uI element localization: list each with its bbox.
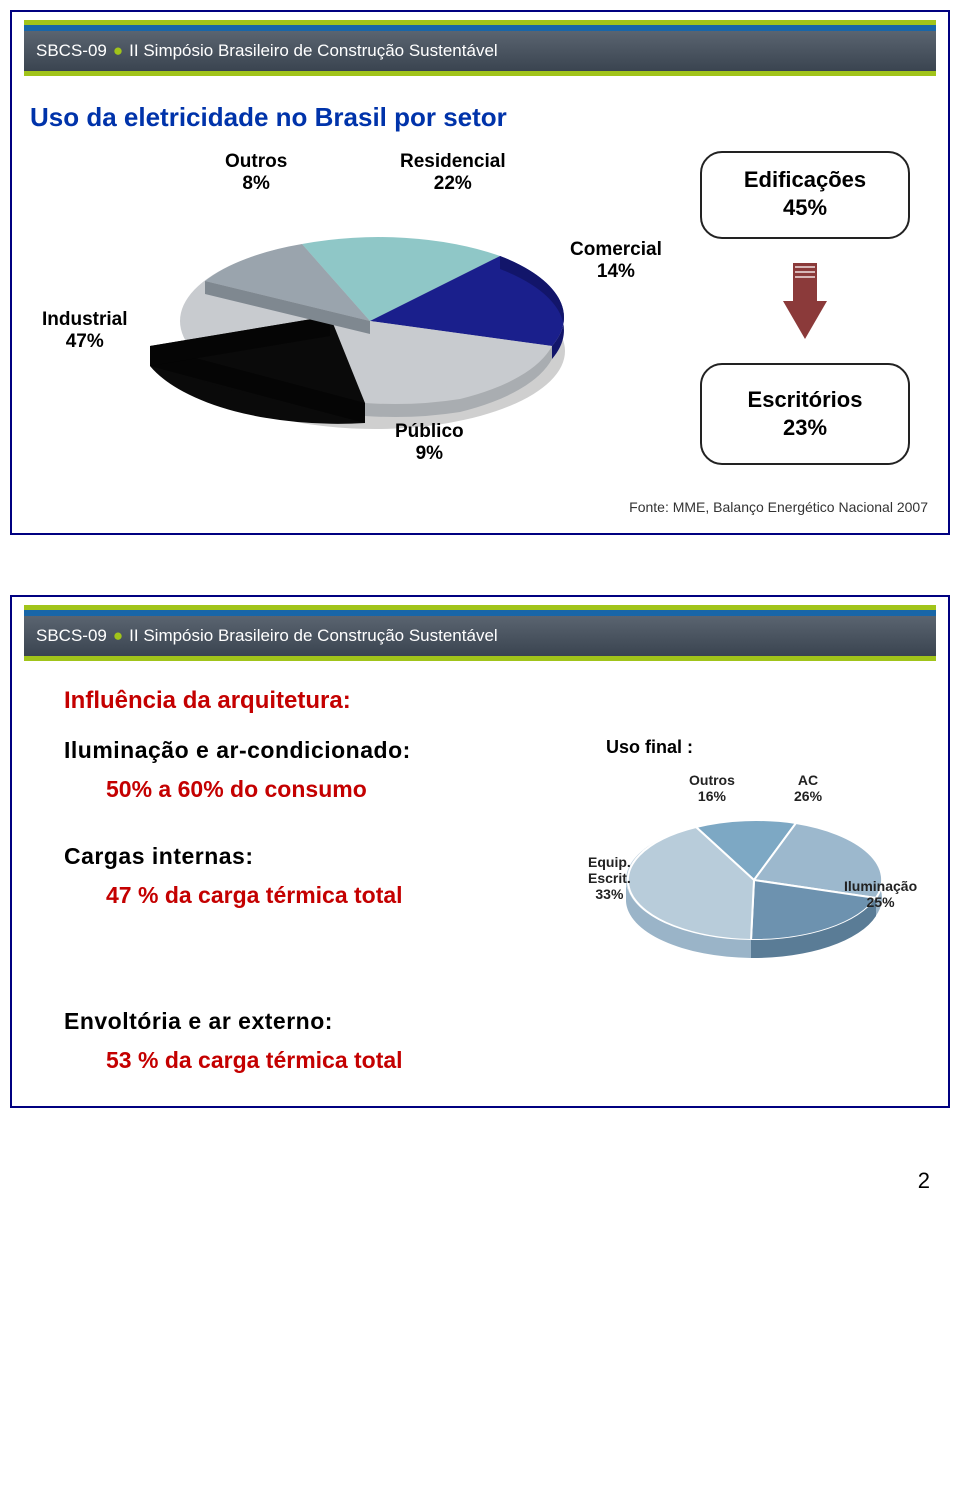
- pie-label-residencial: Residencial 22%: [400, 151, 506, 195]
- pie2-outros-name: Outros: [689, 772, 735, 788]
- pie-label-publ-val: 9%: [416, 443, 443, 464]
- header-prefix: SBCS-09: [36, 41, 107, 61]
- slide1-body: Outros 8% Residencial 22% Comercial 14% …: [24, 151, 936, 471]
- pie-label-resid-name: Residencial: [400, 151, 506, 172]
- pie-label-outros-val: 8%: [242, 173, 269, 194]
- page-number: 2: [0, 1168, 960, 1204]
- pie2-label-iluminacao: Iluminação 25%: [844, 878, 917, 910]
- box-escr-val: 23%: [712, 415, 898, 441]
- slide2-row-top: Iluminação e ar-condicionado: 50% a 60% …: [24, 737, 936, 998]
- pie2-eq-l1: Equip.: [588, 854, 631, 870]
- pie2-outros-val: 16%: [698, 788, 726, 804]
- block1-sub: 50% a 60% do consumo: [106, 776, 556, 803]
- slide1-chart-area: Outros 8% Residencial 22% Comercial 14% …: [30, 151, 670, 471]
- box-escr-label: Escritórios: [712, 387, 898, 413]
- pie-label-industrial: Industrial 47%: [42, 309, 128, 353]
- slide1-source: Fonte: MME, Balanço Energético Nacional …: [24, 499, 936, 515]
- uso-final-label: Uso final :: [606, 737, 936, 758]
- pie-label-indus-name: Industrial: [42, 309, 128, 330]
- pie2-eq-l2: Escrit.: [588, 870, 631, 886]
- block2-sub: 47 % da carga térmica total: [106, 882, 556, 909]
- header-prefix-2: SBCS-09: [36, 626, 107, 646]
- slide2-text-col: Iluminação e ar-condicionado: 50% a 60% …: [24, 737, 556, 998]
- header-bar: SBCS-09 ● II Simpósio Brasileiro de Cons…: [24, 31, 936, 71]
- slide2-block3: Envoltória e ar externo: 53 % da carga t…: [24, 1008, 936, 1074]
- block2-title: Cargas internas:: [64, 843, 556, 870]
- pie-label-publico: Público 9%: [395, 421, 464, 465]
- pie2-label-equip: Equip. Escrit. 33%: [588, 854, 631, 902]
- block3-sub: 53 % da carga térmica total: [106, 1047, 936, 1074]
- pie-label-resid-val: 22%: [434, 173, 472, 194]
- pie-label-comer-name: Comercial: [570, 239, 662, 260]
- pie-label-comercial: Comercial 14%: [570, 239, 662, 283]
- pie-label-indus-val: 47%: [66, 331, 104, 352]
- pie2-ilu-name: Iluminação: [844, 878, 917, 894]
- pie2-ilu-val: 25%: [867, 894, 895, 910]
- block3-title: Envoltória e ar externo:: [64, 1008, 936, 1035]
- slide-2: SBCS-09 ● II Simpósio Brasileiro de Cons…: [10, 595, 950, 1108]
- pie-label-outros-name: Outros: [225, 151, 287, 172]
- slide2-chart-area: Uso final :: [576, 737, 936, 998]
- slide-header: SBCS-09 ● II Simpósio Brasileiro de Cons…: [24, 20, 936, 76]
- pie-label-publ-name: Público: [395, 421, 464, 442]
- box-escritorios: Escritórios 23%: [700, 363, 910, 465]
- header-bar-2: SBCS-09 ● II Simpósio Brasileiro de Cons…: [24, 616, 936, 656]
- pie2-label-ac: AC 26%: [794, 772, 822, 804]
- box-edif-val: 45%: [712, 195, 898, 221]
- pie2-ac-val: 26%: [794, 788, 822, 804]
- header-title-2: II Simpósio Brasileiro de Construção Sus…: [129, 626, 498, 646]
- pie-chart-setor: Outros 8% Residencial 22% Comercial 14% …: [30, 151, 670, 471]
- pie-chart-usofinal: Outros 16% AC 26% Iluminação 25% Equip. …: [576, 758, 926, 998]
- pie2-label-outros: Outros 16%: [689, 772, 735, 804]
- pie2-eq-l3: 33%: [595, 886, 623, 902]
- slide2-subtitle: Influência da arquitetura:: [64, 687, 936, 715]
- header-green-stripe-bottom-2: [24, 656, 936, 661]
- slide1-right-col: Edificações 45% Escritórios 23%: [680, 151, 930, 465]
- slide1-title: Uso da eletricidade no Brasil por setor: [30, 102, 936, 133]
- pie-label-outros: Outros 8%: [225, 151, 287, 195]
- box-edif-label: Edificações: [712, 167, 898, 193]
- header-separator-dot: ●: [113, 41, 123, 61]
- slide2-header: SBCS-09 ● II Simpósio Brasileiro de Cons…: [24, 605, 936, 661]
- block1-title: Iluminação e ar-condicionado:: [64, 737, 556, 764]
- arrow-down-icon: [783, 263, 827, 339]
- header-separator-dot-2: ●: [113, 626, 123, 646]
- header-title: II Simpósio Brasileiro de Construção Sus…: [129, 41, 498, 61]
- pie-label-comer-val: 14%: [597, 261, 635, 282]
- box-edificacoes: Edificações 45%: [700, 151, 910, 239]
- header-green-stripe-bottom: [24, 71, 936, 76]
- pie2-ac-name: AC: [798, 772, 818, 788]
- slide-1: SBCS-09 ● II Simpósio Brasileiro de Cons…: [10, 10, 950, 535]
